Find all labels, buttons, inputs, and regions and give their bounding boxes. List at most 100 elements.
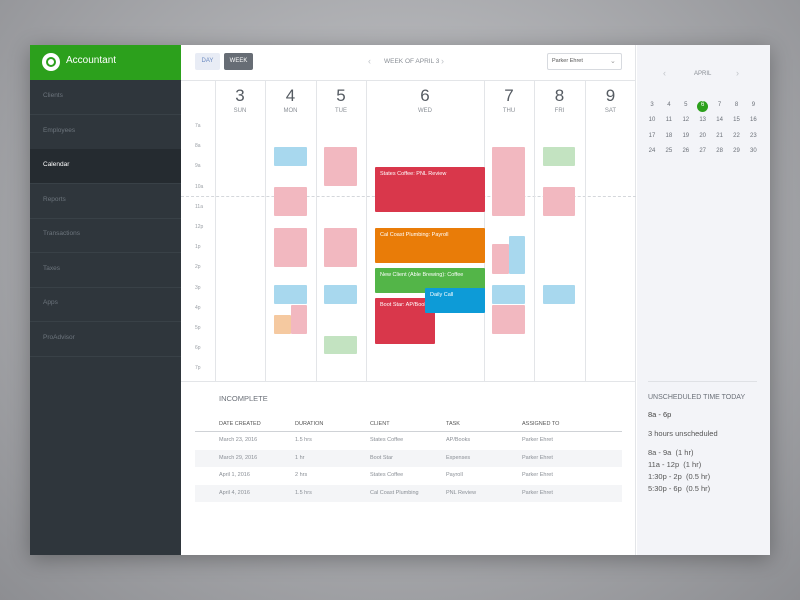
- table-cell: 2 hrs: [295, 472, 308, 478]
- table-cell: April 4, 2016: [219, 489, 250, 496]
- hour-label: 7p: [195, 365, 201, 372]
- unscheduled-summary: 3 hours unscheduled: [648, 429, 718, 438]
- event[interactable]: [543, 285, 575, 304]
- event[interactable]: Cal Coast Plumbing: Payroll: [375, 228, 485, 263]
- menu-item[interactable]: Apps: [43, 299, 58, 306]
- day-number: 4: [285, 86, 296, 105]
- mini-day[interactable]: 5: [684, 102, 688, 108]
- hour-label: 2p: [195, 264, 201, 271]
- menu-item[interactable]: Employees: [43, 126, 76, 134]
- mini-day[interactable]: 9: [751, 102, 756, 108]
- mini-day[interactable]: 28: [716, 147, 723, 154]
- menu-item[interactable]: Transactions: [43, 230, 80, 237]
- mini-day[interactable]: 13: [699, 117, 707, 124]
- event[interactable]: [492, 244, 509, 274]
- mini-day[interactable]: 30: [750, 147, 757, 154]
- event[interactable]: [543, 147, 575, 166]
- week-button[interactable]: WEEK: [224, 53, 253, 70]
- event[interactable]: [324, 285, 357, 304]
- mini-day[interactable]: 21: [716, 132, 723, 139]
- unscheduled-slot: 8a - 9a (1 hr): [648, 448, 694, 457]
- day-number: 6: [420, 86, 430, 105]
- table-cell: 1 hr: [295, 454, 305, 461]
- row-bg: [195, 449, 622, 467]
- mini-day[interactable]: 8: [734, 102, 739, 108]
- mini-day[interactable]: 15: [733, 117, 740, 124]
- mini-next[interactable]: ›: [736, 68, 739, 78]
- brand-name: Accountant: [66, 55, 117, 66]
- unscheduled-slot: 1:30p - 2p (0.5 hr): [648, 472, 711, 481]
- event[interactable]: [324, 147, 357, 186]
- event[interactable]: [492, 285, 525, 304]
- mini-day[interactable]: 22: [733, 132, 740, 139]
- day-name: THU: [502, 108, 516, 114]
- logo-mark: [46, 57, 56, 67]
- menu-item[interactable]: ProAdvisor: [43, 333, 75, 341]
- event[interactable]: [291, 305, 307, 334]
- next-week[interactable]: ›: [441, 56, 444, 66]
- event[interactable]: [274, 187, 307, 216]
- day-button[interactable]: DAY: [195, 53, 220, 70]
- mini-day[interactable]: 26: [682, 147, 690, 154]
- table-cell: States Coffee: [370, 472, 404, 478]
- mini-day[interactable]: 25: [665, 147, 673, 154]
- prev-week[interactable]: ‹: [368, 56, 371, 66]
- event[interactable]: [324, 336, 357, 354]
- row-bg: [195, 484, 622, 502]
- hour-label: 11a: [195, 203, 203, 210]
- table-header: DATE CREATED: [219, 421, 261, 427]
- user-dropdown[interactable]: Parker Ehret ⌄: [547, 53, 622, 70]
- event[interactable]: [274, 285, 307, 304]
- event[interactable]: States Coffee: PNL Review: [375, 167, 485, 212]
- mini-day[interactable]: 6: [701, 102, 705, 108]
- mini-day[interactable]: 10: [648, 117, 656, 124]
- mini-day[interactable]: 19: [682, 132, 690, 139]
- table-header: CLIENT: [370, 421, 390, 427]
- event[interactable]: [274, 315, 291, 334]
- event[interactable]: [543, 187, 575, 216]
- column-border: [265, 80, 266, 381]
- calendar-top-border: [181, 80, 636, 81]
- table-header: ASSIGNED TO: [522, 421, 560, 427]
- hour-label: 12p: [195, 224, 204, 230]
- mini-prev[interactable]: ‹: [663, 68, 666, 78]
- day-name: SUN: [233, 108, 247, 114]
- mini-day[interactable]: 16: [750, 117, 757, 124]
- event[interactable]: [492, 147, 525, 216]
- hour-label: 8a: [195, 143, 201, 150]
- column-border: [316, 80, 317, 381]
- mini-day[interactable]: 17: [648, 132, 656, 139]
- day-name: MON: [283, 108, 298, 114]
- mini-day[interactable]: 20: [699, 132, 707, 139]
- menu-item[interactable]: Clients: [43, 92, 63, 99]
- mini-day[interactable]: 24: [648, 147, 656, 154]
- table-cell: April 1, 2016: [219, 472, 250, 478]
- today-circle: [697, 100, 709, 112]
- mini-day[interactable]: 11: [665, 117, 672, 124]
- day-number: 8: [554, 86, 565, 105]
- mini-day[interactable]: 12: [682, 117, 690, 124]
- menu-item[interactable]: Calendar: [43, 161, 70, 168]
- menu-item[interactable]: Reports: [43, 195, 66, 203]
- table-cell: 1.5 hrs: [295, 437, 312, 443]
- mini-day[interactable]: 23: [750, 132, 757, 139]
- event[interactable]: [492, 305, 525, 334]
- mini-day[interactable]: 4: [667, 102, 671, 108]
- mini-day[interactable]: 18: [665, 132, 673, 139]
- day-number: 5: [336, 86, 346, 105]
- main: [181, 45, 636, 555]
- hour-label: 10a: [195, 183, 204, 190]
- table-cell: March 23, 2016: [219, 437, 258, 443]
- mini-day[interactable]: 3: [650, 102, 654, 108]
- event[interactable]: Daily Call: [425, 288, 485, 313]
- mini-day[interactable]: 7: [717, 102, 722, 108]
- mini-day[interactable]: 29: [733, 147, 740, 154]
- event[interactable]: [274, 228, 307, 267]
- event[interactable]: [274, 147, 307, 166]
- event[interactable]: [509, 236, 525, 274]
- mini-day[interactable]: 14: [716, 117, 723, 124]
- menu-item[interactable]: Taxes: [43, 264, 60, 272]
- mini-day[interactable]: 27: [699, 147, 707, 154]
- event[interactable]: [324, 228, 357, 267]
